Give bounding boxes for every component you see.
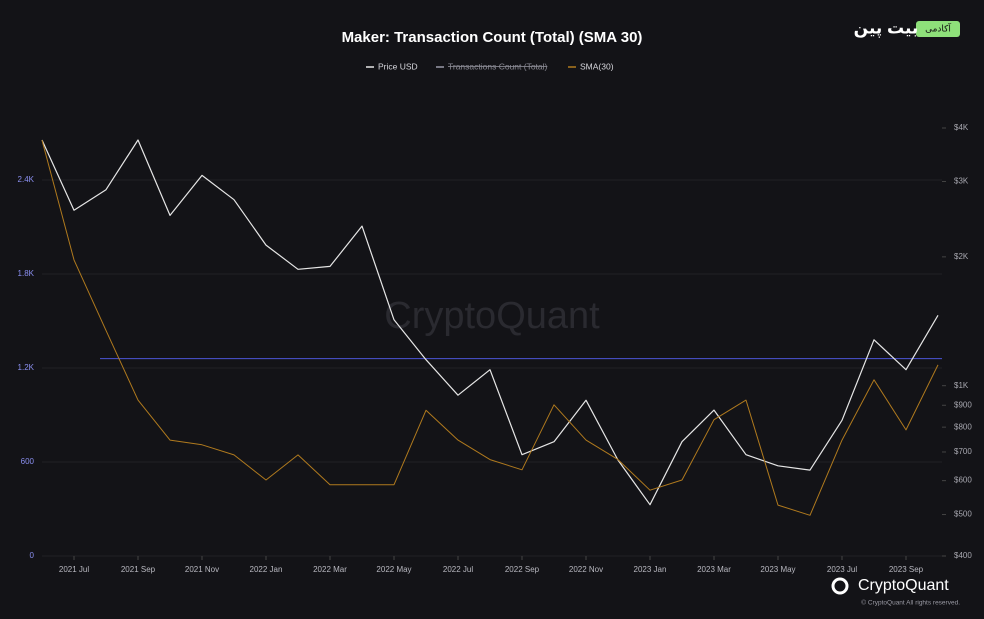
x-tick-label: 2022 Jan (250, 565, 283, 574)
x-tick-label: 2021 Sep (121, 565, 156, 574)
chart-title: Maker: Transaction Count (Total) (SMA 30… (342, 29, 643, 46)
y-tick-label: 1.2K (18, 363, 35, 372)
y-tick-label: 600 (21, 457, 35, 466)
y2-tick-label: $400 (954, 551, 972, 560)
legend-label: Transactions Count (Total) (448, 61, 548, 71)
watermark: CryptoQuant (384, 295, 600, 337)
brand-logo (831, 577, 849, 595)
y2-tick-label: $500 (954, 510, 972, 519)
y2-tick-label: $2K (954, 252, 969, 261)
x-tick-label: 2022 Mar (313, 565, 347, 574)
y2-tick-label: $900 (954, 400, 972, 409)
x-tick-label: 2023 Sep (889, 565, 924, 574)
y2-tick-label: $600 (954, 476, 972, 485)
x-tick-label: 2023 Jan (634, 565, 667, 574)
x-tick-label: 2021 Nov (185, 565, 219, 574)
series-line (41, 139, 939, 506)
x-tick-label: 2023 Jul (827, 565, 857, 574)
brand: CryptoQuant (858, 577, 949, 594)
x-tick-label: 2022 Sep (505, 565, 540, 574)
y2-tick-label: $4K (954, 123, 969, 132)
y2-tick-label: $1K (954, 381, 969, 390)
y2-tick-label: $800 (954, 422, 972, 431)
series-line (41, 139, 939, 516)
legend-label: Price USD (378, 61, 418, 71)
badge-name: بیت پین (854, 18, 919, 38)
copyright: © CryptoQuant All rights reserved. (861, 599, 960, 607)
x-tick-label: 2022 May (376, 565, 411, 574)
x-tick-label: 2022 Jul (443, 565, 473, 574)
legend-label: SMA(30) (580, 61, 614, 71)
y-tick-label: 2.4K (18, 175, 35, 184)
x-tick-label: 2023 Mar (697, 565, 731, 574)
x-tick-label: 2023 May (760, 565, 795, 574)
y-tick-label: 0 (30, 551, 35, 560)
y-tick-label: 1.8K (18, 269, 35, 278)
x-tick-label: 2022 Nov (569, 565, 603, 574)
y2-tick-label: $700 (954, 447, 972, 456)
badge-tag: آکادمی (925, 22, 951, 33)
y2-tick-label: $3K (954, 177, 969, 186)
badge-bg (916, 21, 960, 37)
x-tick-label: 2021 Jul (59, 565, 89, 574)
